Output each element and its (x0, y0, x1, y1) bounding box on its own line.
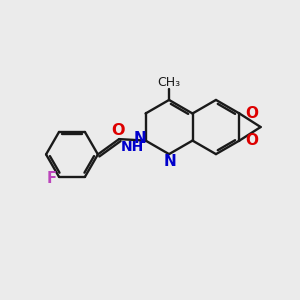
Text: O: O (245, 133, 258, 148)
Text: N: N (133, 131, 146, 146)
Text: NH: NH (121, 140, 144, 154)
Text: O: O (111, 123, 124, 138)
Text: F: F (47, 171, 57, 186)
Text: CH₃: CH₃ (158, 76, 181, 89)
Text: N: N (164, 154, 176, 169)
Text: O: O (245, 106, 258, 121)
